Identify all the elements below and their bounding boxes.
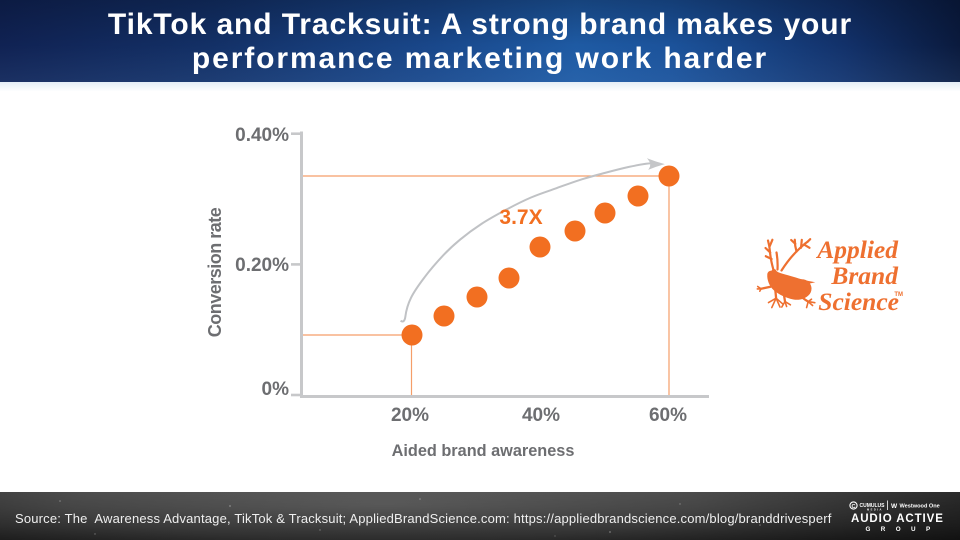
svg-text:Science: Science [818, 287, 899, 316]
svg-text:20%: 20% [391, 405, 429, 426]
svg-text:60%: 60% [649, 405, 687, 426]
svg-text:3.7X: 3.7X [499, 206, 542, 229]
svg-text:0%: 0% [262, 379, 290, 400]
svg-text:Applied: Applied [815, 235, 899, 264]
svg-text:CUMULUS: CUMULUS [860, 503, 886, 509]
svg-text:Brand: Brand [830, 261, 899, 290]
svg-text:Westwood One: Westwood One [900, 504, 940, 510]
svg-text:AUDIO ACTIVE: AUDIO ACTIVE [851, 513, 944, 525]
svg-text:Aided brand awareness: Aided brand awareness [392, 442, 575, 460]
svg-text:C: C [851, 504, 855, 510]
svg-text:40%: 40% [522, 405, 560, 426]
svg-text:Conversion rate: Conversion rate [205, 207, 225, 337]
svg-text:TM: TM [894, 292, 903, 298]
svg-text:0.40%: 0.40% [235, 125, 289, 146]
svg-text:MEDIA: MEDIA [867, 508, 883, 512]
svg-text:GROUP: GROUP [866, 526, 941, 533]
svg-text:0.20%: 0.20% [235, 255, 289, 276]
svg-text:W: W [891, 503, 898, 510]
